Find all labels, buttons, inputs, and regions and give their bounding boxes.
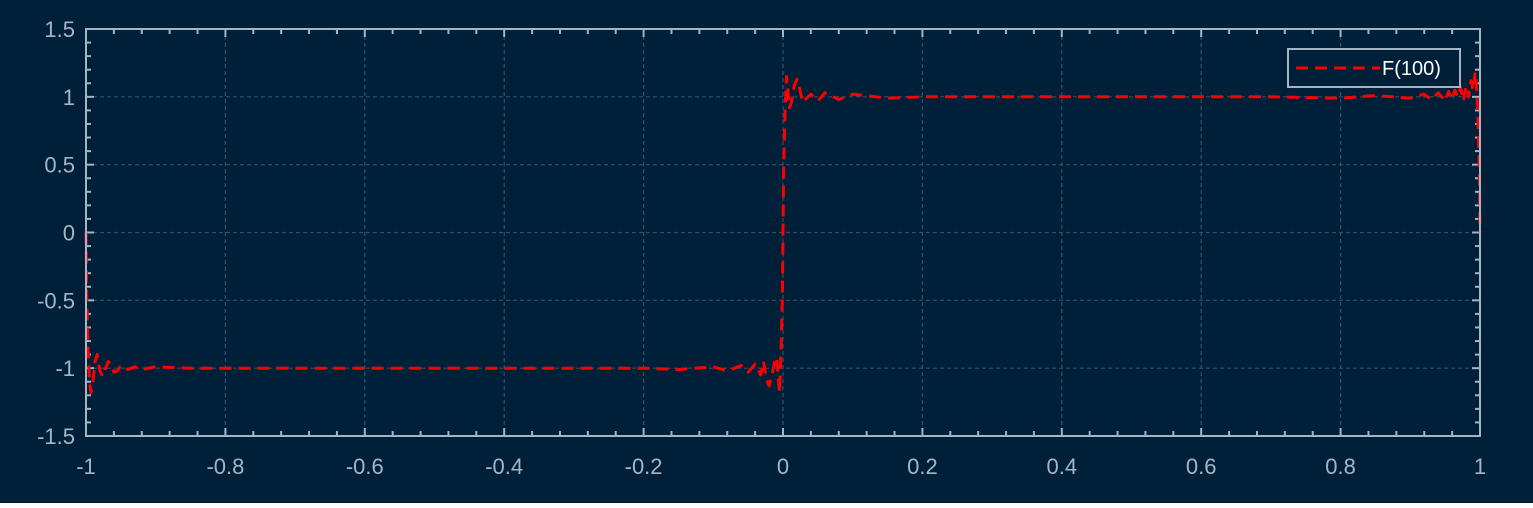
x-tick-labels: -1 -0.8 -0.6 -0.4 -0.2 0 0.2 0.4 0.6 0.8 1 [76, 454, 1486, 479]
legend: F(100) [1287, 48, 1461, 88]
y-tick-label: 0.5 [44, 153, 75, 178]
y-tick-label: -1 [55, 356, 75, 381]
series-layer [84, 70, 1482, 395]
x-tick-label: 0 [777, 454, 789, 479]
y-tick-label: -1.5 [37, 424, 75, 449]
x-tick-label: 0.4 [1047, 454, 1078, 479]
axes-box [85, 28, 1481, 437]
y-tick-label: -0.5 [37, 288, 75, 313]
x-tick-label: 0.2 [907, 454, 938, 479]
series-line [84, 70, 1482, 395]
x-tick-label: -0.8 [206, 454, 244, 479]
x-tick-label: -0.6 [346, 454, 384, 479]
y-tick-labels: -1.5 -1 -0.5 0 0.5 1 1.5 [37, 17, 75, 449]
x-tick-label: -0.2 [625, 454, 663, 479]
legend-entry-label: F(100) [1382, 58, 1441, 80]
y-tick-label: 1 [63, 85, 75, 110]
x-tick-label: -0.4 [485, 454, 523, 479]
x-tick-label: -1 [76, 454, 96, 479]
y-tick-label: 1.5 [44, 17, 75, 42]
x-tick-label: 0.6 [1186, 454, 1217, 479]
y-tick-label: 0 [63, 221, 75, 246]
x-tick-label: 1 [1474, 454, 1486, 479]
x-tick-label: 0.8 [1325, 454, 1356, 479]
